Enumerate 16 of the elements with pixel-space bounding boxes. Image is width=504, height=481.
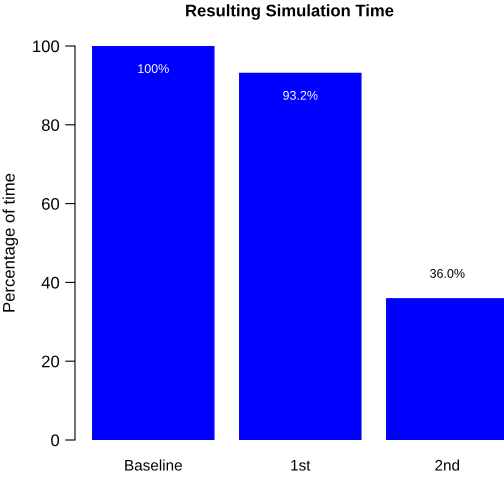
x-tick-label: 1st (291, 460, 310, 471)
x-tick-label: Baseline (125, 459, 182, 471)
bar (239, 72, 362, 440)
bar (92, 46, 215, 440)
y-tick-label: 20 (42, 356, 60, 368)
y-tick-label: 100 (33, 40, 60, 52)
y-tick-label: 60 (42, 198, 60, 210)
data-label: 93.2% (283, 90, 318, 100)
y-tick-label: 40 (42, 276, 60, 289)
x-tick-label: 2nd (435, 459, 460, 471)
y-tick-label: 0 (51, 434, 60, 446)
data-label: 36.0% (430, 269, 465, 278)
y-tick-label: 80 (42, 119, 60, 132)
y-axis-title: Percentage of time (2, 174, 18, 312)
data-label: 100% (138, 64, 169, 73)
chart-title: Resulting Simulation Time (186, 4, 394, 20)
